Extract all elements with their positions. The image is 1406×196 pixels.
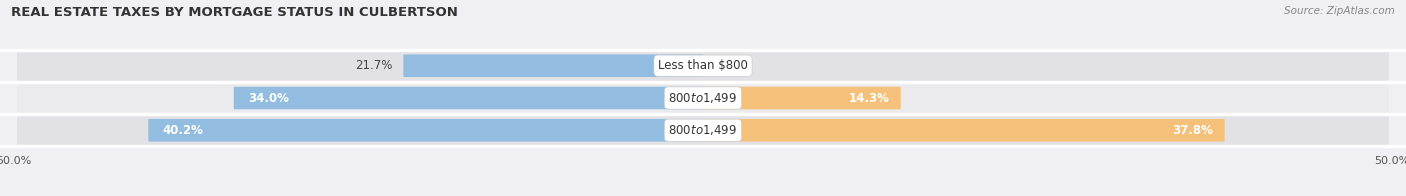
Text: 40.2%: 40.2% <box>163 124 204 137</box>
Text: Less than $800: Less than $800 <box>658 59 748 72</box>
Text: REAL ESTATE TAXES BY MORTGAGE STATUS IN CULBERTSON: REAL ESTATE TAXES BY MORTGAGE STATUS IN … <box>11 6 458 19</box>
FancyBboxPatch shape <box>17 50 1389 81</box>
Text: Source: ZipAtlas.com: Source: ZipAtlas.com <box>1284 6 1395 16</box>
Text: 14.3%: 14.3% <box>848 92 889 104</box>
FancyBboxPatch shape <box>17 82 1389 114</box>
Text: $800 to $1,499: $800 to $1,499 <box>668 123 738 137</box>
FancyBboxPatch shape <box>17 115 1389 146</box>
FancyBboxPatch shape <box>703 87 901 109</box>
Text: $800 to $1,499: $800 to $1,499 <box>668 91 738 105</box>
FancyBboxPatch shape <box>233 87 703 109</box>
FancyBboxPatch shape <box>148 119 703 142</box>
FancyBboxPatch shape <box>703 119 1225 142</box>
Text: 0.0%: 0.0% <box>714 59 744 72</box>
Text: 37.8%: 37.8% <box>1173 124 1213 137</box>
FancyBboxPatch shape <box>404 54 703 77</box>
Text: 34.0%: 34.0% <box>247 92 290 104</box>
Text: 21.7%: 21.7% <box>356 59 392 72</box>
